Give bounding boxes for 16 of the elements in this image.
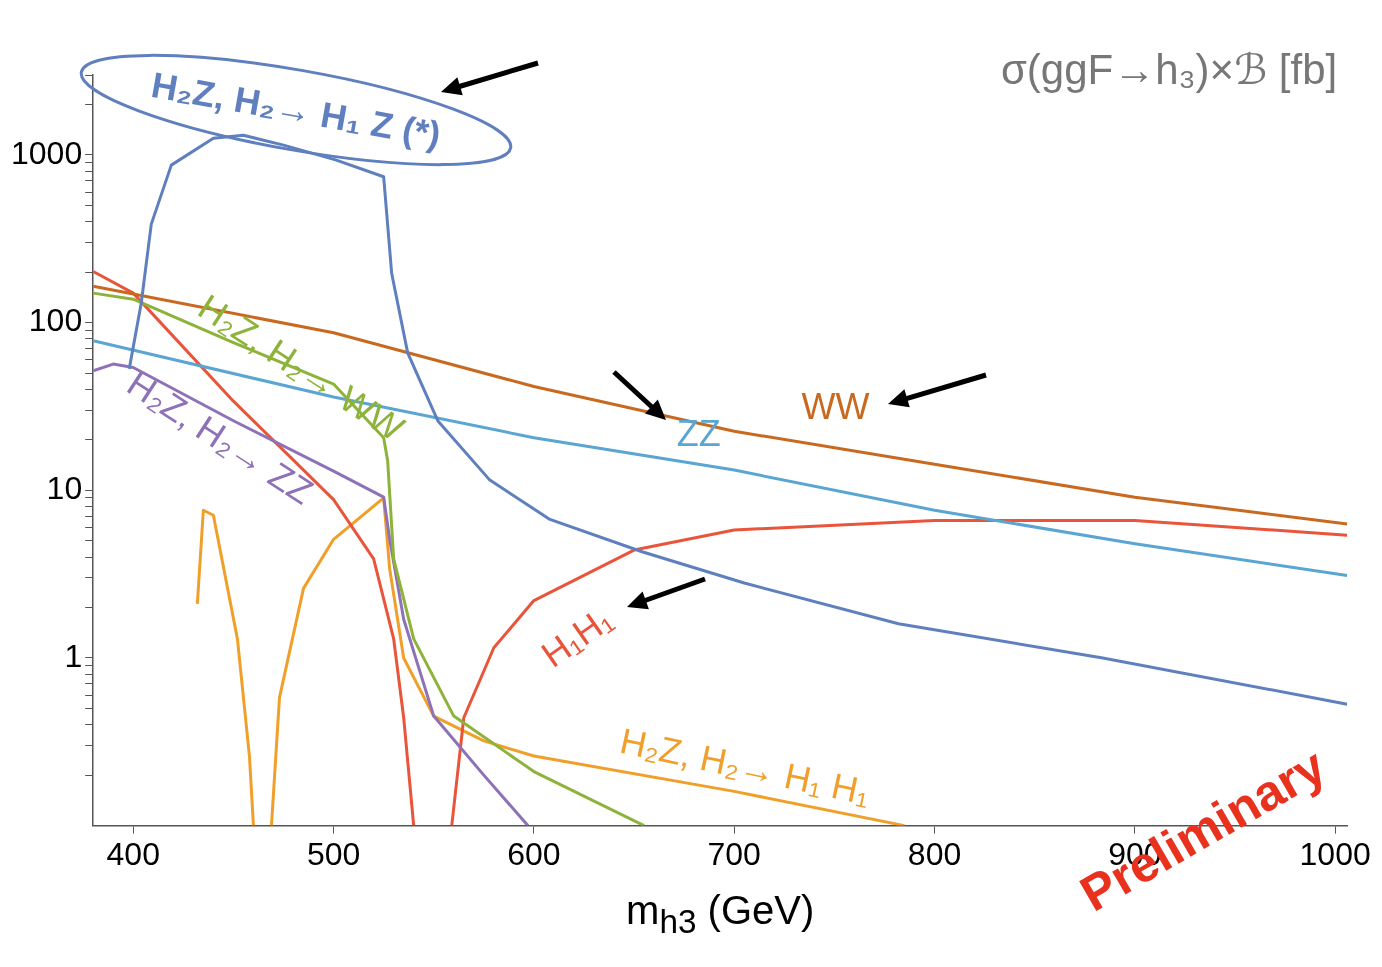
x-tick-label: 600 (507, 835, 561, 872)
series-label: WW (801, 385, 870, 428)
text: H₂Z, H₂→ H₁ Z (*) (148, 63, 445, 156)
text: H₁H₁ (533, 598, 621, 677)
y-tick-label: 1 (64, 637, 83, 674)
x-axis-title: m$_{h3}$ (GeV) (625, 887, 816, 941)
chart-title: σ(ggF→h₃)×ℬ [fb] (1000, 45, 1338, 94)
series-label: ZZ (676, 412, 721, 455)
text: H₂Z, H₂→ H₁ H₁ (616, 720, 874, 815)
x-tick-label: 500 (306, 835, 361, 872)
y-tick-label: 1000 (11, 134, 83, 171)
x-tick-label: 800 (907, 835, 962, 872)
x-tick-label: 700 (707, 835, 761, 872)
y-tick-label: 10 (46, 470, 83, 507)
y-tick-label: 100 (28, 302, 83, 339)
x-tick-label: 400 (106, 835, 160, 872)
